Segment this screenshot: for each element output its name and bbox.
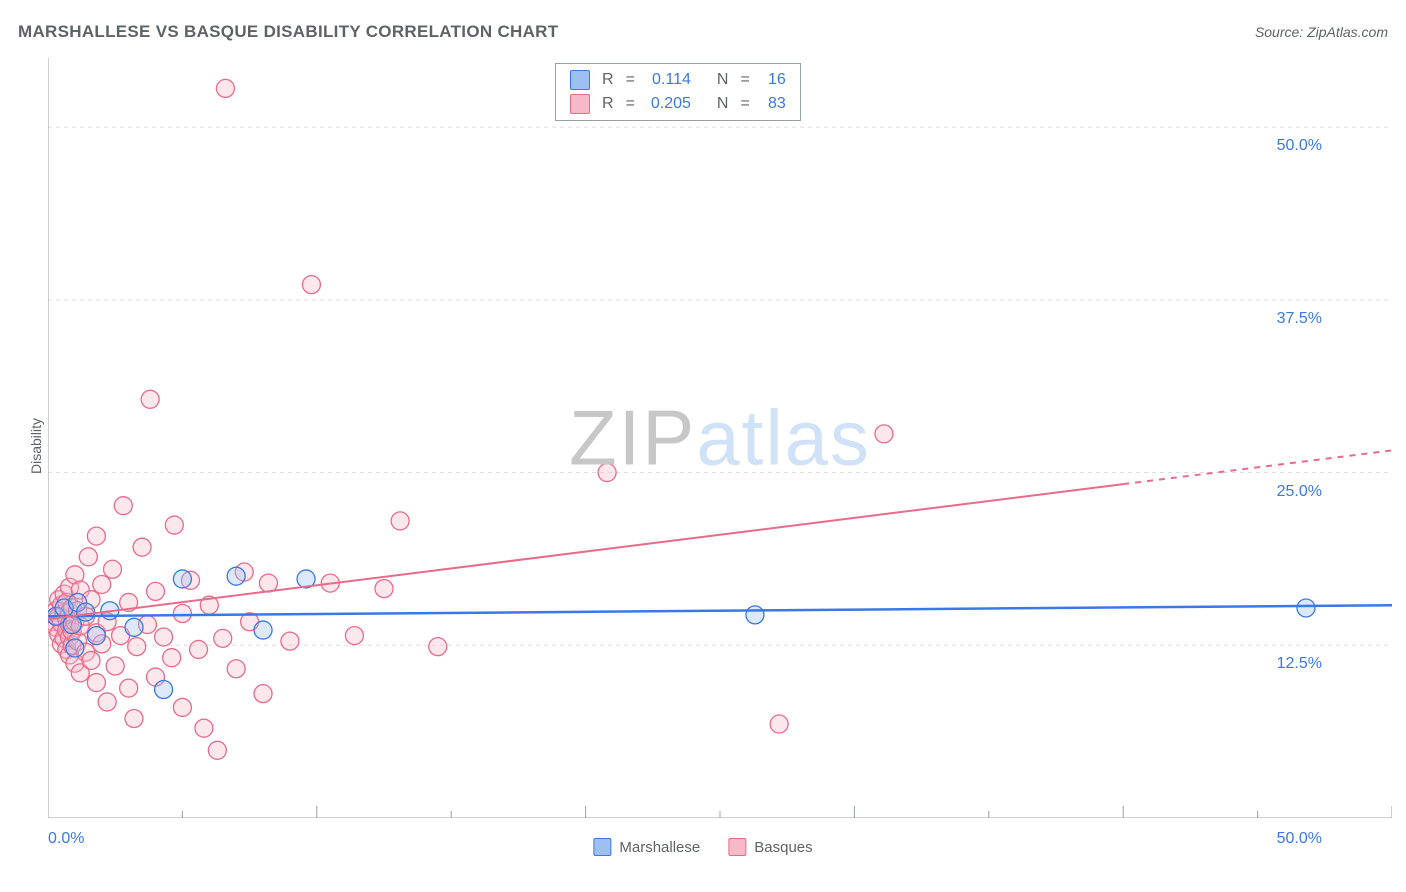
legend-R-value: 0.205 xyxy=(643,95,691,113)
scatter-point xyxy=(104,560,122,578)
regression-line xyxy=(48,484,1123,619)
scatter-point xyxy=(133,538,151,556)
scatter-point xyxy=(120,679,138,697)
scatter-point xyxy=(254,621,272,639)
scatter-point xyxy=(87,527,105,545)
scatter-point xyxy=(1297,599,1315,617)
regression-line-dashed xyxy=(1123,450,1392,484)
y-tick-label: 37.5% xyxy=(1277,310,1322,328)
scatter-point xyxy=(227,660,245,678)
scatter-point xyxy=(141,390,159,408)
scatter-point xyxy=(429,638,447,656)
scatter-point xyxy=(106,657,124,675)
regression-line xyxy=(48,605,1392,616)
scatter-point xyxy=(125,618,143,636)
legend-swatch xyxy=(593,838,611,856)
legend-eq: = xyxy=(740,71,749,89)
scatter-chart xyxy=(48,58,1392,818)
scatter-point xyxy=(281,632,299,650)
scatter-point xyxy=(128,638,146,656)
scatter-point xyxy=(375,580,393,598)
chart-title: MARSHALLESE VS BASQUE DISABILITY CORRELA… xyxy=(18,22,558,42)
scatter-point xyxy=(82,651,100,669)
scatter-point xyxy=(208,741,226,759)
scatter-point xyxy=(227,567,245,585)
scatter-point xyxy=(125,710,143,728)
scatter-point xyxy=(155,680,173,698)
legend-N-value: 83 xyxy=(758,95,786,113)
scatter-point xyxy=(173,604,191,622)
scatter-point xyxy=(195,719,213,737)
y-tick-label: 12.5% xyxy=(1277,655,1322,673)
legend-N-label: N xyxy=(717,71,729,89)
x-axis-max-label: 50.0% xyxy=(1277,830,1322,848)
x-axis-min-label: 0.0% xyxy=(48,830,84,848)
scatter-point xyxy=(216,79,234,97)
legend-N-value: 16 xyxy=(758,71,786,89)
scatter-point xyxy=(163,649,181,667)
scatter-point xyxy=(259,574,277,592)
correlation-legend: R = 0.114 N = 16 R = 0.205 N = 83 xyxy=(555,63,801,121)
scatter-point xyxy=(302,276,320,294)
series-name: Marshallese xyxy=(619,839,700,856)
legend-R-value: 0.114 xyxy=(643,71,691,89)
series-legend-item: Basques xyxy=(728,838,812,856)
series-legend: Marshallese Basques xyxy=(593,838,812,856)
scatter-point xyxy=(598,464,616,482)
legend-eq: = xyxy=(740,95,749,113)
scatter-point xyxy=(79,548,97,566)
legend-swatch xyxy=(570,94,590,114)
scatter-point xyxy=(155,628,173,646)
legend-eq: = xyxy=(626,95,635,113)
scatter-point xyxy=(254,685,272,703)
scatter-point xyxy=(66,639,84,657)
legend-row: R = 0.205 N = 83 xyxy=(556,92,800,116)
y-axis-label: Disability xyxy=(28,418,44,474)
scatter-point xyxy=(875,425,893,443)
source-prefix: Source: xyxy=(1255,24,1307,40)
plot-area: ZIPatlas 12.5%25.0%37.5%50.0% xyxy=(48,58,1392,818)
scatter-point xyxy=(114,497,132,515)
scatter-point xyxy=(391,512,409,530)
legend-R-label: R xyxy=(602,71,614,89)
scatter-point xyxy=(87,627,105,645)
scatter-point xyxy=(98,693,116,711)
scatter-point xyxy=(93,575,111,593)
scatter-point xyxy=(770,715,788,733)
legend-eq: = xyxy=(626,71,635,89)
scatter-point xyxy=(147,582,165,600)
scatter-point xyxy=(746,606,764,624)
scatter-point xyxy=(173,570,191,588)
scatter-point xyxy=(345,627,363,645)
scatter-point xyxy=(214,629,232,647)
y-tick-label: 25.0% xyxy=(1277,483,1322,501)
legend-row: R = 0.114 N = 16 xyxy=(556,68,800,92)
series-legend-item: Marshallese xyxy=(593,838,700,856)
legend-R-label: R xyxy=(602,95,614,113)
source-name: ZipAtlas.com xyxy=(1307,24,1388,40)
source-label: Source: ZipAtlas.com xyxy=(1255,24,1388,40)
series-name: Basques xyxy=(754,839,812,856)
scatter-point xyxy=(190,640,208,658)
scatter-point xyxy=(173,698,191,716)
scatter-point xyxy=(87,674,105,692)
y-tick-label: 50.0% xyxy=(1277,137,1322,155)
legend-swatch xyxy=(728,838,746,856)
scatter-point xyxy=(77,603,95,621)
scatter-point xyxy=(165,516,183,534)
legend-N-label: N xyxy=(717,95,729,113)
legend-swatch xyxy=(570,70,590,90)
